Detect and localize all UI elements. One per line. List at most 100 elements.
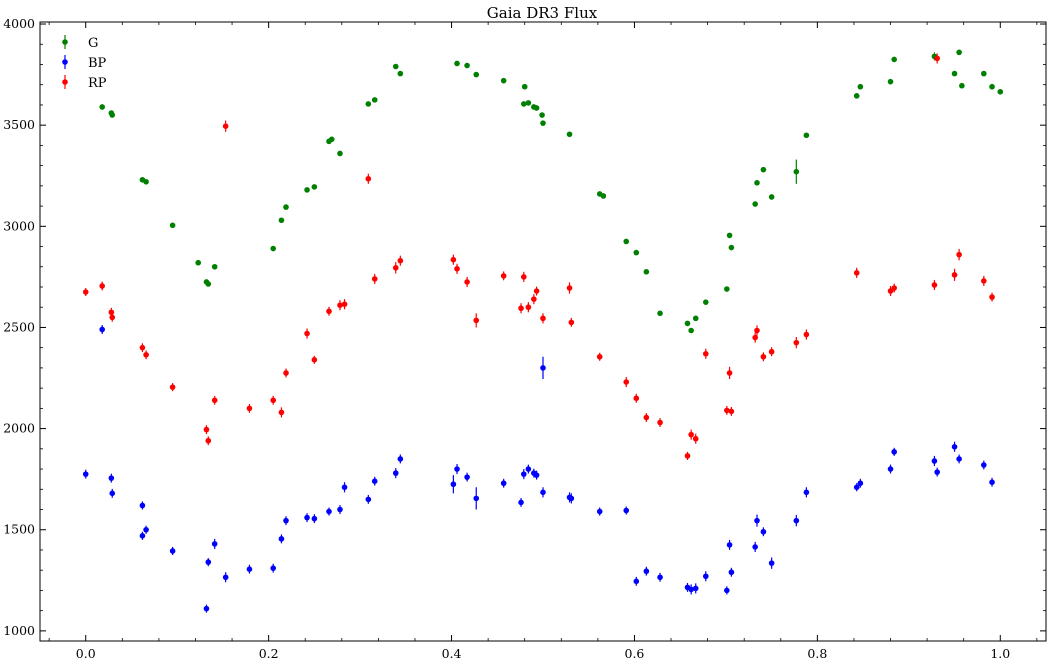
data-point-rp	[99, 283, 105, 289]
data-point-g	[956, 49, 962, 56]
data-point-rp	[803, 331, 810, 338]
data-point-rp	[760, 353, 767, 360]
data-point-bp	[724, 587, 730, 594]
data-point-g	[857, 83, 864, 90]
y-tick-label: 1000	[3, 623, 35, 638]
data-point-g	[371, 97, 378, 103]
data-point-rp	[518, 305, 524, 312]
data-point-rp	[211, 397, 218, 404]
data-point-bp	[793, 517, 800, 524]
y-tick-label: 4000	[3, 16, 35, 31]
data-point-rp	[533, 288, 540, 294]
data-point-bp	[803, 489, 810, 496]
data-point-bp	[139, 533, 146, 539]
plot-frame	[39, 21, 1047, 642]
data-point-rp	[768, 348, 775, 355]
data-point-g	[278, 217, 285, 224]
data-point-rp	[108, 309, 115, 316]
data-point-bp	[692, 585, 699, 592]
data-point-g	[533, 105, 540, 111]
data-point-rp	[464, 279, 470, 285]
data-point-bp	[270, 565, 277, 571]
data-point-rp	[341, 301, 348, 307]
data-point-bp	[752, 544, 758, 550]
y-tick-label: 3000	[3, 218, 35, 233]
data-point-bp	[887, 466, 894, 472]
data-point-rp	[853, 270, 860, 276]
data-point-bp	[341, 484, 348, 491]
points-layer	[82, 49, 1004, 613]
x-tick-label: 1.0	[990, 646, 1010, 661]
data-point-g	[99, 104, 105, 110]
data-point-g	[891, 56, 897, 63]
data-point-g	[959, 82, 965, 89]
data-point-rp	[956, 251, 962, 258]
data-point-rp	[724, 407, 730, 414]
data-point-bp	[397, 456, 404, 462]
data-point-rp	[688, 431, 694, 438]
data-point-g	[473, 71, 480, 78]
data-point-rp	[692, 435, 699, 442]
data-point-bp	[754, 517, 760, 524]
data-point-rp	[450, 256, 457, 263]
data-point-bp	[956, 456, 962, 462]
data-point-bp	[143, 526, 149, 533]
legend: G BP RP	[62, 35, 107, 91]
data-point-bp	[857, 480, 864, 487]
data-point-g	[951, 70, 958, 77]
data-point-bp	[518, 499, 524, 506]
data-point-g	[397, 70, 404, 77]
data-point-rp	[270, 397, 277, 404]
legend-label: G	[88, 36, 98, 51]
data-point-g	[328, 136, 335, 143]
data-point-rp	[643, 414, 650, 421]
data-point-rp	[540, 315, 546, 322]
data-point-rp	[246, 405, 253, 412]
data-point-g	[853, 93, 860, 99]
data-point-bp	[464, 474, 470, 480]
data-point-bp	[540, 365, 546, 371]
data-point-bp	[222, 574, 229, 581]
data-point-rp	[169, 384, 176, 390]
data-point-g	[500, 77, 507, 84]
data-point-bp	[853, 484, 860, 491]
data-point-rp	[371, 276, 378, 282]
data-point-g	[283, 204, 289, 210]
data-point-rp	[205, 437, 212, 444]
data-point-rp	[684, 453, 691, 459]
data-point-rp	[139, 344, 146, 351]
data-point-bp	[82, 471, 89, 477]
y-tick-label: 2000	[3, 421, 35, 436]
data-point-g	[793, 168, 800, 175]
data-point-rp	[337, 302, 343, 309]
data-point-g	[520, 101, 527, 107]
data-point-rp	[531, 296, 537, 302]
data-point-rp	[568, 319, 575, 326]
legend-item-rp: RP	[62, 75, 107, 91]
data-point-bp	[533, 472, 540, 478]
data-point-bp	[989, 479, 995, 486]
data-point-g	[803, 132, 810, 139]
data-point-g	[521, 83, 528, 90]
data-point-g	[623, 238, 630, 245]
data-point-bp	[726, 542, 733, 548]
series-bp	[82, 325, 995, 613]
data-point-bp	[454, 466, 460, 472]
data-point-rp	[500, 273, 507, 279]
data-point-rp	[326, 308, 332, 315]
data-point-bp	[981, 462, 987, 468]
data-point-rp	[454, 265, 460, 272]
data-point-bp	[205, 559, 212, 565]
legend-item-bp: BP	[62, 55, 107, 71]
data-point-rp	[657, 419, 663, 426]
data-point-rp	[525, 304, 532, 311]
legend-marker	[62, 79, 68, 85]
data-point-bp	[371, 478, 378, 484]
data-point-g	[109, 112, 116, 118]
x-tick-label: 0.6	[625, 646, 645, 661]
data-point-g	[539, 112, 545, 118]
data-point-rp	[793, 339, 800, 346]
data-point-g	[195, 259, 202, 266]
